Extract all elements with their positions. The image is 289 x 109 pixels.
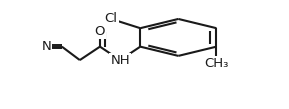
Text: Cl: Cl	[105, 12, 118, 26]
Text: CH₃: CH₃	[204, 57, 229, 70]
Text: N: N	[41, 40, 51, 53]
Text: NH: NH	[110, 54, 130, 67]
Text: O: O	[95, 25, 105, 38]
